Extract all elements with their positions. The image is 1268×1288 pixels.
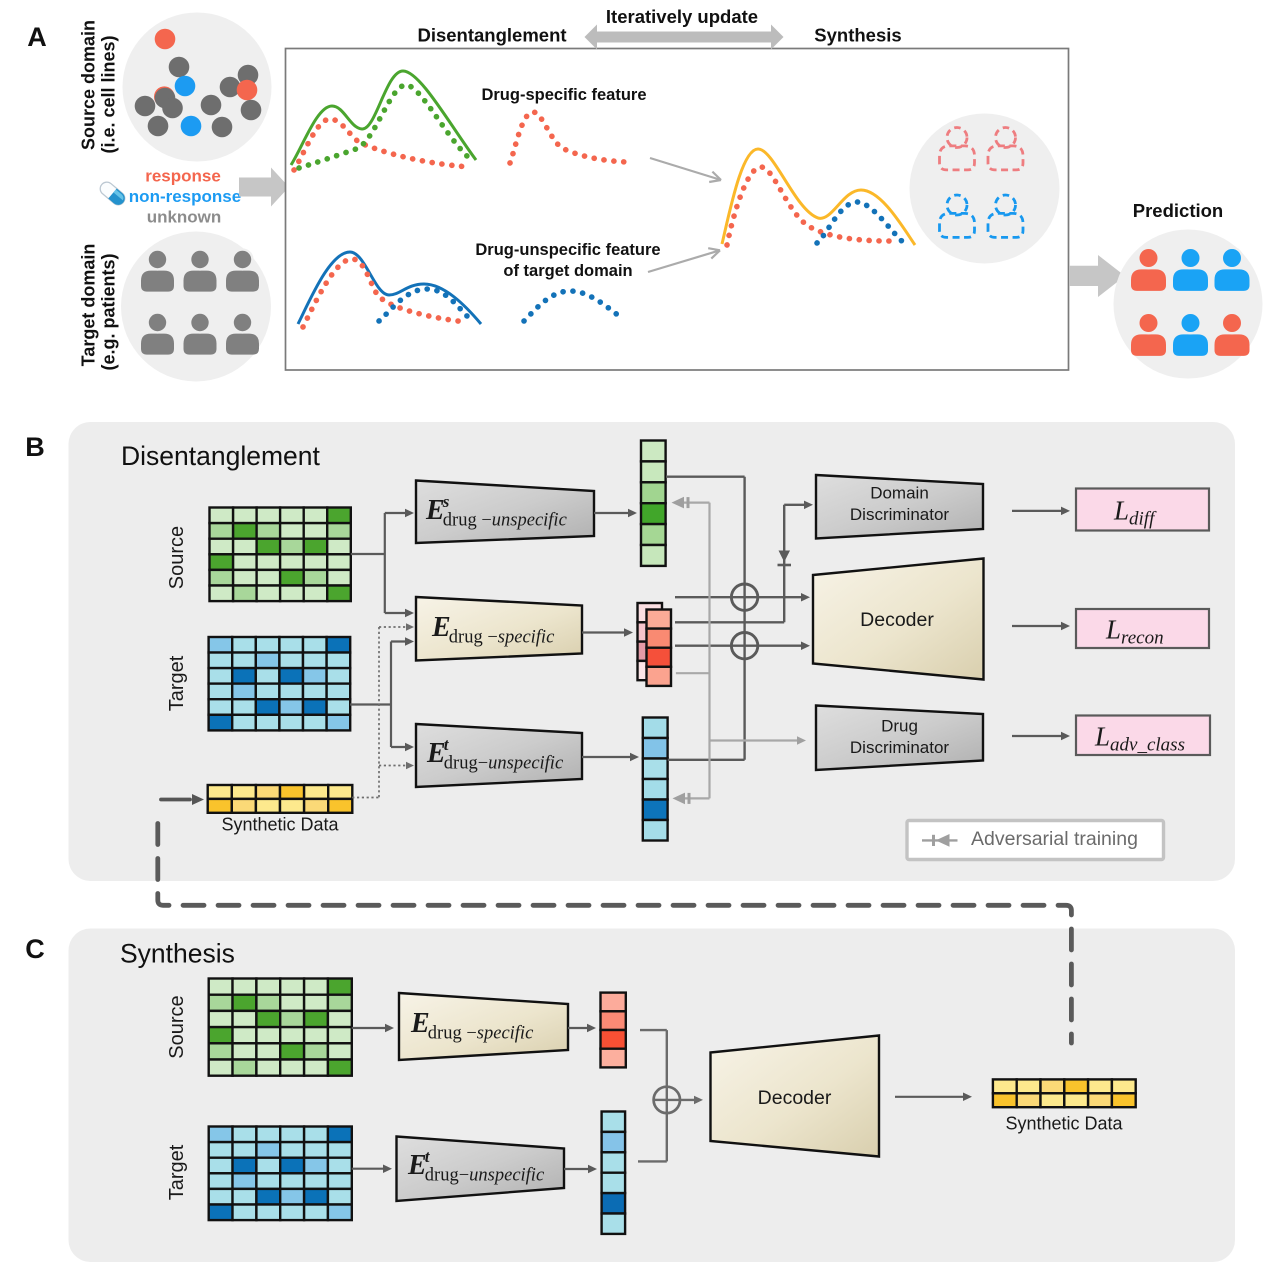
svg-text:E: E [410,1008,430,1039]
svg-text:t: t [444,735,450,754]
svg-text:E: E [407,1150,427,1181]
svg-text:Drug-unspecific feature: Drug-unspecific feature [475,241,660,259]
svg-text:Prediction: Prediction [1133,200,1223,221]
svg-text:Decoder: Decoder [758,1087,832,1109]
svg-text:Synthesis: Synthesis [120,939,235,969]
svg-text:Adversarial training: Adversarial training [971,828,1138,850]
svg-text:non-response: non-response [129,187,241,206]
svg-text:drug−unspecific: drug−unspecific [425,1166,545,1186]
svg-text:Decoder: Decoder [860,609,934,631]
svg-text:Disentanglement: Disentanglement [417,25,566,46]
svg-text:C: C [25,934,45,964]
svg-text:B: B [25,432,45,462]
svg-text:E: E [425,495,445,526]
svg-text:of target domain: of target domain [503,262,632,280]
svg-text:(e.g. patients): (e.g. patients) [99,253,119,370]
svg-text:E: E [426,738,446,769]
svg-text:A: A [27,22,47,52]
svg-text:unknown: unknown [147,208,222,227]
svg-text:response: response [145,167,221,186]
svg-text:t: t [425,1147,431,1166]
svg-text:Source domain: Source domain [79,20,99,150]
svg-text:Target: Target [166,1144,188,1200]
svg-text:Source: Source [166,526,188,589]
svg-text:Domain: Domain [870,484,929,503]
svg-text:Disentanglement: Disentanglement [121,441,321,471]
svg-text:Drug-specific feature: Drug-specific feature [481,86,646,104]
svg-text:Drug: Drug [881,717,918,736]
svg-text:Synthetic Data: Synthetic Data [1005,1114,1123,1134]
svg-text:Synthetic Data: Synthetic Data [221,815,339,835]
svg-text:Iteratively update: Iteratively update [606,6,758,27]
svg-text:Discriminator: Discriminator [850,738,950,757]
svg-text:Target: Target [166,655,188,711]
svg-text:drug −specific: drug −specific [449,628,555,648]
svg-text:Target domain: Target domain [79,244,99,367]
svg-text:Source: Source [166,995,188,1058]
svg-text:(i.e. cell lines): (i.e. cell lines) [99,35,119,153]
svg-text:E: E [431,612,451,643]
svg-text:drug −unspecific: drug −unspecific [443,511,568,531]
svg-text:drug−unspecific: drug−unspecific [444,754,564,774]
svg-text:drug −specific: drug −specific [428,1024,534,1044]
svg-text:Discriminator: Discriminator [850,505,950,524]
svg-text:Synthesis: Synthesis [814,25,901,46]
svg-text:s: s [442,492,450,511]
